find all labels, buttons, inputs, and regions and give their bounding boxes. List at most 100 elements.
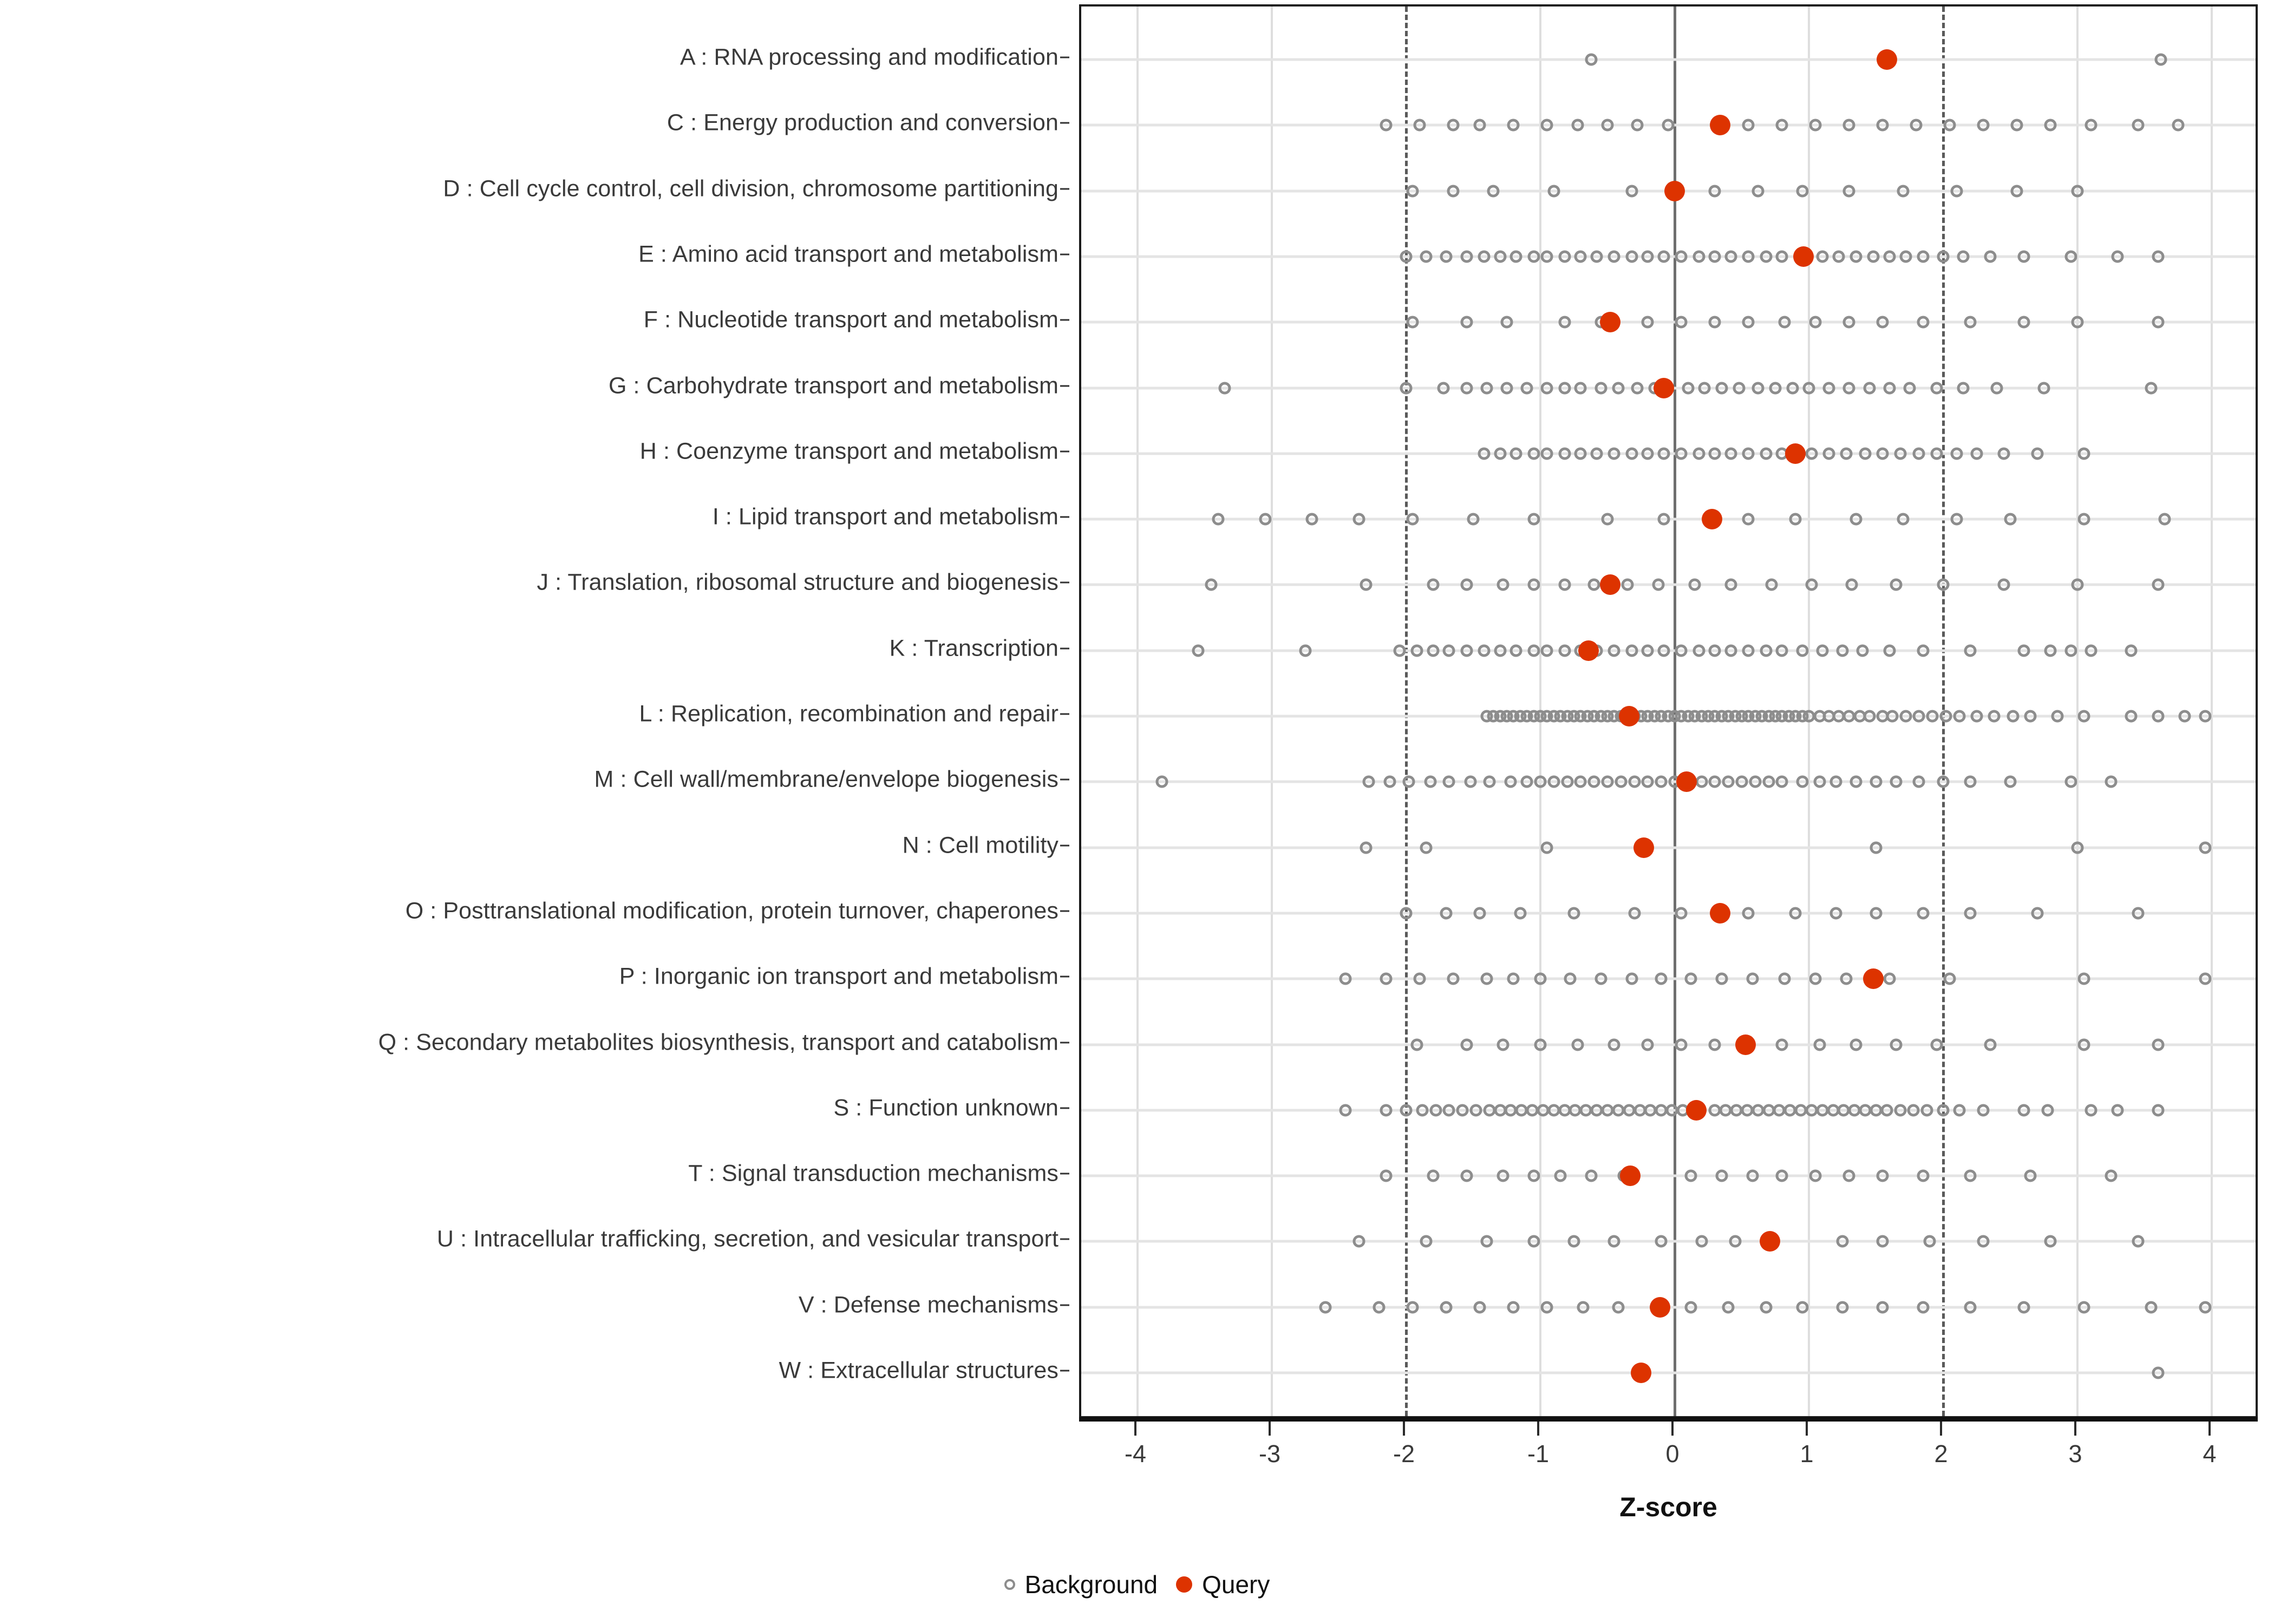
background-point [1876, 316, 1889, 329]
background-point [1883, 972, 1896, 985]
gridline-y-4 [1081, 320, 2256, 324]
background-point [1442, 1104, 1455, 1117]
background-point [1567, 1235, 1580, 1248]
filled-circle-icon [1176, 1576, 1193, 1593]
background-point [1809, 316, 1822, 329]
gridline-x--2 [1404, 6, 1408, 1416]
background-point [1259, 513, 1272, 526]
background-point [1970, 447, 1983, 460]
background-point [1675, 447, 1688, 460]
legend-item-background: Background [1004, 1570, 1158, 1599]
y-axis-label-e: E : Amino acid transport and metabolism [638, 241, 1058, 267]
background-point [1540, 250, 1553, 263]
background-point [1953, 710, 1966, 723]
gridline-y-15 [1081, 1043, 2256, 1046]
x-axis-tick-8 [2208, 1422, 2211, 1436]
y-axis-label-a: A : RNA processing and modification [679, 44, 1058, 70]
background-point [2044, 1235, 2057, 1248]
background-point [1155, 775, 1168, 788]
background-point [1708, 316, 1721, 329]
background-point [2017, 1301, 2030, 1314]
background-point [1564, 972, 1577, 985]
query-point [1676, 771, 1697, 793]
background-point [1601, 513, 1614, 526]
background-point [2004, 775, 2017, 788]
background-point [1883, 250, 1896, 263]
background-point [1684, 1301, 1697, 1314]
background-point [1809, 1169, 1822, 1182]
background-point [1406, 185, 1419, 198]
background-point [1615, 775, 1628, 788]
background-point [1836, 1301, 1849, 1314]
background-point [1816, 250, 1829, 263]
background-point [1406, 513, 1419, 526]
background-point [1724, 578, 1737, 591]
background-point [1899, 250, 1912, 263]
background-point [1724, 447, 1737, 460]
y-axis-label-g: G : Carbohydrate transport and metabolis… [608, 372, 1058, 398]
background-point [1939, 710, 1952, 723]
x-axis-tick-5 [1806, 1422, 1808, 1436]
background-point [2064, 644, 2077, 657]
open-circle-icon [1004, 1579, 1015, 1590]
query-point [1654, 377, 1675, 398]
background-point [2071, 841, 2084, 854]
background-point [1657, 513, 1670, 526]
background-point [1601, 775, 1614, 788]
background-point [1760, 644, 1773, 657]
background-point [1478, 447, 1491, 460]
background-point [1590, 447, 1603, 460]
background-point [1829, 775, 1842, 788]
background-point [1729, 1235, 1742, 1248]
y-axis-tick-4 [1060, 319, 1069, 321]
background-point [1796, 644, 1809, 657]
background-point [1762, 775, 1775, 788]
background-point [1625, 250, 1638, 263]
x-axis-tick-1 [1269, 1422, 1271, 1436]
background-point [1467, 513, 1480, 526]
background-point [1631, 119, 1644, 132]
background-point [1886, 710, 1899, 723]
background-point [1507, 1301, 1520, 1314]
background-point [1876, 1301, 1889, 1314]
background-point [1870, 775, 1883, 788]
background-point [2051, 710, 2064, 723]
background-point [1733, 382, 1746, 394]
background-point [1850, 775, 1863, 788]
query-point [1631, 1363, 1651, 1383]
background-point [1527, 250, 1540, 263]
x-axis-ticklabel-7: 3 [2068, 1440, 2082, 1468]
background-point [1205, 578, 1218, 591]
background-point [1383, 775, 1396, 788]
background-point [2152, 316, 2165, 329]
background-point [1657, 250, 1670, 263]
background-point [1534, 775, 1547, 788]
gridline-y-20 [1081, 1371, 2256, 1374]
background-point [1912, 775, 1925, 788]
background-point [2172, 119, 2185, 132]
query-point [1760, 1231, 1781, 1252]
background-point [1845, 578, 1858, 591]
y-axis-tick-6 [1060, 450, 1069, 453]
background-point [1675, 907, 1688, 920]
background-point [1212, 513, 1225, 526]
y-axis-tick-17 [1060, 1173, 1069, 1175]
background-point [1339, 1104, 1352, 1117]
background-point [1984, 1038, 1997, 1051]
y-axis-tick-3 [1060, 253, 1069, 256]
background-point [1595, 382, 1608, 394]
y-axis-label-t: T : Signal transduction mechanisms [688, 1160, 1058, 1187]
background-point [1863, 710, 1876, 723]
background-point [1693, 250, 1706, 263]
background-point [1724, 250, 1737, 263]
background-point [1930, 382, 1943, 394]
y-axis-tick-12 [1060, 844, 1069, 847]
background-point [1682, 382, 1695, 394]
x-axis-ticklabel-1: -3 [1258, 1440, 1281, 1468]
background-point [1829, 907, 1842, 920]
background-point [1899, 710, 1912, 723]
background-point [1752, 382, 1765, 394]
background-point [1856, 644, 1869, 657]
background-point [1842, 185, 1855, 198]
background-point [1796, 1301, 1809, 1314]
